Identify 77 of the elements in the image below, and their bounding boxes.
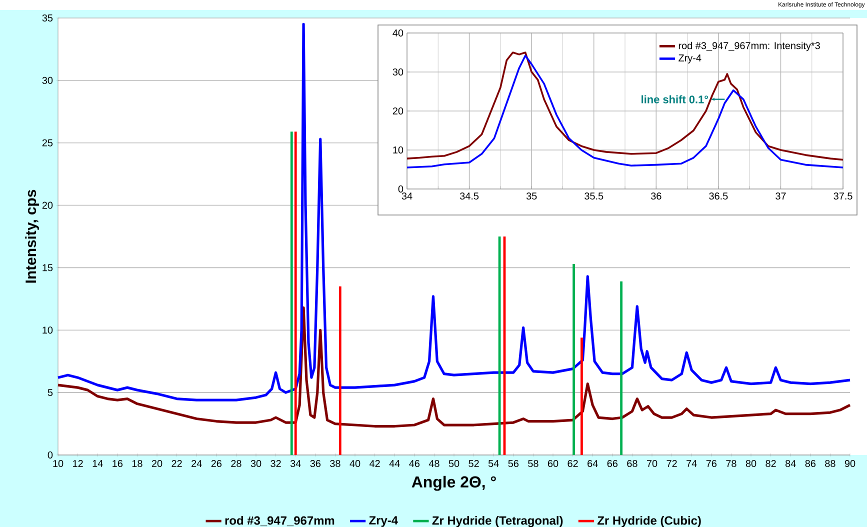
x-tick-label: 72	[666, 460, 677, 467]
legend-label: rod #3_947_967mm	[225, 516, 334, 526]
x-tick-label: 36.5	[709, 192, 728, 200]
x-tick-label: 16	[112, 460, 123, 468]
x-tick-label: 35	[526, 192, 537, 200]
annotation: line shift 0.1°	[642, 95, 708, 104]
x-tick-label: 26	[211, 460, 222, 468]
x-tick-label: 38	[330, 460, 340, 468]
x-tick-label: 62	[568, 460, 578, 468]
x-tick-label: 58	[528, 460, 538, 468]
legend-label: rod #3_947_967mm: Intensity*3	[678, 42, 820, 52]
x-tick-label: 68	[627, 460, 638, 468]
x-tick-label: 20	[152, 460, 162, 468]
x-tick-label: 90	[844, 460, 856, 468]
x-tick-label: 37	[776, 192, 786, 200]
y-tick-label: 30	[392, 68, 404, 76]
bar	[290, 132, 293, 455]
bar	[580, 338, 583, 455]
y-tick-label: 20	[42, 202, 53, 209]
x-tick-label: 24	[192, 460, 202, 467]
x-tick-label: 34	[402, 192, 412, 200]
bar	[572, 264, 575, 455]
bar	[294, 132, 297, 455]
x-tick-label: 37.5	[834, 192, 852, 200]
bar	[338, 286, 342, 455]
x-tick-label: 30	[250, 460, 262, 468]
x-tick-label: 82	[766, 460, 776, 468]
legend-label: Zry-4	[369, 516, 398, 527]
x-tick-label: 88	[825, 460, 836, 468]
x-tick-label: 74	[686, 460, 697, 467]
y-tick-label: 20	[392, 107, 404, 115]
y-tick-label: 0	[398, 185, 404, 193]
x-tick-label: 12	[73, 460, 83, 467]
x-tick-label: 78	[726, 460, 736, 468]
x-tick-label: 52	[468, 460, 479, 468]
legend-label: Zr Hydride (Cubic)	[598, 516, 701, 527]
x-tick-label: 42	[370, 460, 380, 467]
y-tick-label: 0	[48, 451, 53, 459]
x-tick-label: 32	[270, 460, 281, 468]
x-tick-label: 36	[650, 192, 662, 200]
y-tick-label: 40	[392, 29, 404, 37]
y-tick-label: 25	[42, 139, 53, 146]
x-tick-label: 18	[132, 460, 142, 468]
x-tick-label: 54	[488, 460, 499, 467]
x-tick-label: 36	[310, 460, 321, 468]
x-tick-label: 50	[448, 460, 460, 468]
x-tick-label: 14	[92, 460, 103, 467]
x-tick-label: 40	[350, 460, 360, 468]
x-tick-label: 76	[706, 460, 717, 468]
x-tick-label: 46	[409, 460, 420, 468]
x-tick-label: 64	[588, 460, 598, 468]
x-axis-title: Angle 2Θ, °	[412, 476, 496, 491]
x-tick-label: 28	[231, 460, 242, 468]
legend-label: Zry-4	[678, 54, 702, 64]
y-tick-label: 10	[393, 146, 404, 154]
y-axis-title: Intensity, cps	[25, 190, 40, 283]
y-tick-label: 35	[42, 14, 53, 22]
x-tick-label: 35.5	[584, 192, 604, 200]
x-tick-label: 48	[428, 460, 440, 468]
x-tick-label: 10	[53, 460, 64, 468]
x-tick-label: 84	[785, 460, 796, 468]
x-tick-label: 60	[548, 460, 558, 468]
x-tick-label: 56	[508, 460, 519, 468]
x-tick-label: 70	[646, 460, 658, 468]
y-tick-label: 5	[48, 389, 53, 396]
y-tick-label: 15	[42, 264, 53, 272]
x-tick-label: 86	[805, 460, 816, 468]
x-tick-label: 22	[172, 460, 182, 467]
bar	[620, 281, 623, 455]
x-tick-label: 66	[607, 460, 618, 468]
x-tick-label: 44	[389, 460, 400, 467]
x-tick-label: 34.5	[460, 192, 479, 200]
y-tick-label: 30	[42, 76, 53, 84]
x-tick-label: 80	[746, 460, 756, 468]
y-tick-label: 10	[42, 326, 53, 334]
x-tick-label: 34	[290, 460, 301, 468]
legend-label: Zr Hydride (Tetragonal)	[432, 516, 563, 527]
